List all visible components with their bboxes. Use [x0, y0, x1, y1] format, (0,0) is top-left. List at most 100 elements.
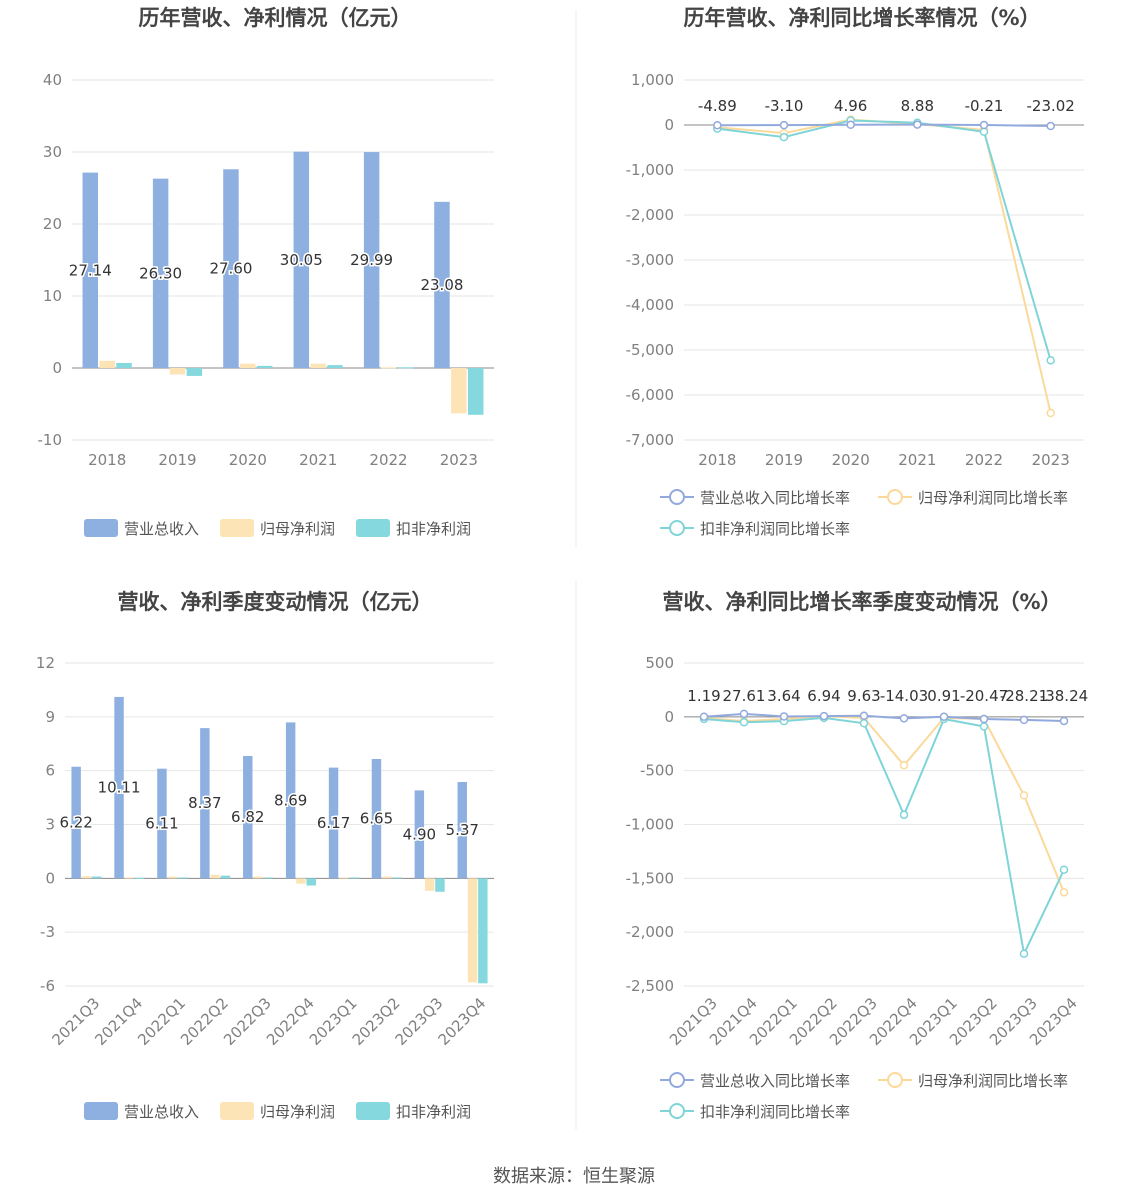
line-point [1019, 949, 1029, 958]
line-data-label: 8.88 [901, 97, 934, 115]
bar-data-label: 26.30 [139, 264, 182, 282]
line-revenue-growth [703, 712, 1065, 722]
bar-data-label: 29.99 [350, 251, 393, 269]
y-tick-label: 6 [45, 762, 55, 780]
bar-deducted-profit [263, 877, 274, 879]
line-data-label: 27.61 [723, 687, 766, 705]
bar-data-label: 5.37 [446, 821, 479, 839]
bar-net-profit [81, 876, 92, 879]
x-tick-label: 2018 [698, 451, 736, 469]
line-net-profit-growth [717, 118, 1052, 414]
bar-net-profit [253, 876, 263, 879]
y-tick-label: 0 [664, 708, 674, 726]
bar-data-label: 6.22 [59, 814, 92, 832]
x-tick-label: 2018 [88, 451, 126, 469]
bar-deducted-profit [92, 876, 102, 879]
y-tick-label: -1,000 [626, 161, 674, 179]
x-tick-label: 2021 [898, 451, 936, 469]
legend-marker [669, 1072, 685, 1088]
legend-label: 归母净利润同比增长率 [918, 1072, 1068, 1090]
x-tick-label: 2023 [1032, 451, 1070, 469]
bar-data-label: 4.90 [403, 825, 436, 843]
line-point [779, 712, 789, 721]
legend-swatch [356, 519, 390, 537]
legend-swatch [220, 519, 254, 537]
bar-data-label: 6.11 [145, 815, 178, 833]
legend-swatch [356, 1102, 390, 1120]
bar-net-profit [380, 367, 397, 369]
bar-net-profit [310, 363, 326, 368]
legend-label: 营业总收入 [124, 520, 199, 538]
bar-deducted-profit [220, 875, 231, 879]
line-point [1059, 716, 1069, 726]
bar-net-profit [339, 877, 349, 879]
line-data-label: 6.94 [807, 687, 840, 705]
bar-revenue [371, 759, 382, 879]
bar-net-profit [167, 876, 177, 879]
y-tick-label: 0 [45, 869, 55, 887]
bar-deducted-profit [306, 878, 316, 886]
bar-revenue [114, 696, 124, 879]
bar-deducted-profit [327, 365, 343, 368]
bar-data-label: 8.37 [188, 794, 221, 812]
line-point [846, 120, 855, 130]
line-revenue-growth [717, 123, 1051, 128]
bar-data-label: 30.05 [280, 251, 323, 269]
legend-label: 归母净利润 [260, 520, 335, 538]
bar-deducted-profit [116, 362, 132, 368]
bar-data-label: 6.17 [317, 814, 350, 832]
x-tick-label: 2023 [440, 451, 478, 469]
y-tick-label: -4,000 [626, 296, 674, 314]
line-point [859, 711, 869, 721]
y-tick-label: -2,500 [626, 977, 674, 995]
legend-marker [887, 1072, 903, 1088]
bar-revenue [328, 767, 339, 879]
bar-revenue [152, 178, 169, 368]
line-point [779, 132, 789, 142]
y-tick-label: -1,000 [626, 816, 674, 834]
x-tick-label: 2020 [229, 451, 267, 469]
y-tick-label: 0 [52, 359, 62, 377]
legend-label: 营业总收入同比增长率 [700, 489, 850, 507]
bar-net-profit [382, 876, 392, 879]
chart-title: 营收、净利季度变动情况（亿元） [118, 590, 433, 614]
x-tick-label: 2020 [832, 451, 870, 469]
line-point [713, 120, 722, 130]
line-point [1059, 865, 1069, 874]
bar-revenue [157, 768, 167, 879]
line-data-label: -4.89 [698, 97, 737, 115]
line-data-label: -20.47 [960, 687, 1008, 705]
line-data-label: 1.19 [687, 687, 720, 705]
legend-marker [887, 489, 903, 505]
bar-data-label: 27.14 [69, 261, 112, 279]
legend-label: 营业总收入 [124, 1103, 199, 1121]
y-tick-label: 3 [45, 816, 55, 834]
line-point [859, 719, 869, 728]
bar-deducted-profit [256, 365, 273, 368]
y-tick-label: -3,000 [626, 251, 674, 269]
bar-revenue [82, 172, 99, 368]
line-point [939, 712, 949, 721]
line-point [1019, 715, 1029, 725]
x-tick-label: 2022 [965, 451, 1003, 469]
y-tick-label: 0 [664, 116, 674, 134]
legend-swatch [84, 519, 118, 537]
line-data-label: 9.63 [847, 687, 880, 705]
line-point [979, 714, 989, 724]
y-tick-label: -500 [640, 762, 674, 780]
y-tick-label: -2,000 [626, 206, 674, 224]
line-data-label: -23.02 [1026, 97, 1074, 115]
y-tick-label: 9 [45, 708, 55, 726]
bar-net-profit [424, 878, 435, 891]
line-data-label: -28.21 [1000, 687, 1048, 705]
bar-net-profit [210, 874, 220, 879]
x-tick-label: 2021 [299, 451, 337, 469]
bar-deducted-profit [392, 877, 402, 879]
bar-deducted-profit [177, 877, 188, 879]
legend-marker [669, 1103, 685, 1119]
line-net-profit-growth [703, 715, 1065, 893]
bar-net-profit [296, 878, 306, 884]
legend-swatch [220, 1102, 254, 1120]
legend-label: 扣非净利润 [396, 520, 471, 538]
